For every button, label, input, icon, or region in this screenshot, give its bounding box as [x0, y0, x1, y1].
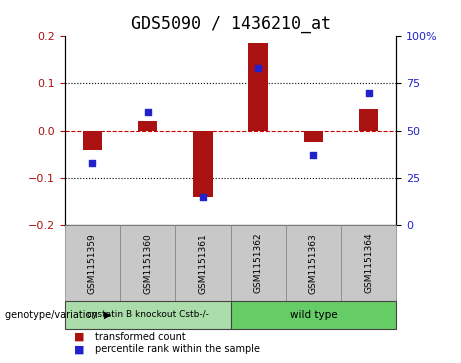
Text: GSM1151361: GSM1151361: [198, 233, 207, 294]
Point: [365, 90, 372, 96]
Bar: [83, 131, 102, 150]
Text: GDS5090 / 1436210_at: GDS5090 / 1436210_at: [130, 15, 331, 33]
Bar: [304, 131, 323, 143]
Bar: [248, 44, 268, 131]
Point: [310, 152, 317, 158]
Point: [89, 160, 96, 166]
Text: ■: ■: [74, 332, 84, 342]
Bar: [193, 131, 213, 197]
Bar: [359, 110, 378, 131]
Text: GSM1151363: GSM1151363: [309, 233, 318, 294]
Text: GSM1151360: GSM1151360: [143, 233, 152, 294]
Text: cystatin B knockout Cstb-/-: cystatin B knockout Cstb-/-: [87, 310, 208, 319]
Text: GSM1151364: GSM1151364: [364, 233, 373, 294]
Text: transformed count: transformed count: [95, 332, 185, 342]
Text: percentile rank within the sample: percentile rank within the sample: [95, 344, 260, 354]
Point: [144, 109, 151, 115]
Text: GSM1151362: GSM1151362: [254, 233, 263, 294]
Point: [199, 194, 207, 200]
Text: genotype/variation  ▶: genotype/variation ▶: [5, 310, 111, 320]
Bar: [138, 121, 157, 131]
Text: wild type: wild type: [290, 310, 337, 320]
Point: [254, 65, 262, 71]
Text: ■: ■: [74, 344, 84, 354]
Text: GSM1151359: GSM1151359: [88, 233, 97, 294]
